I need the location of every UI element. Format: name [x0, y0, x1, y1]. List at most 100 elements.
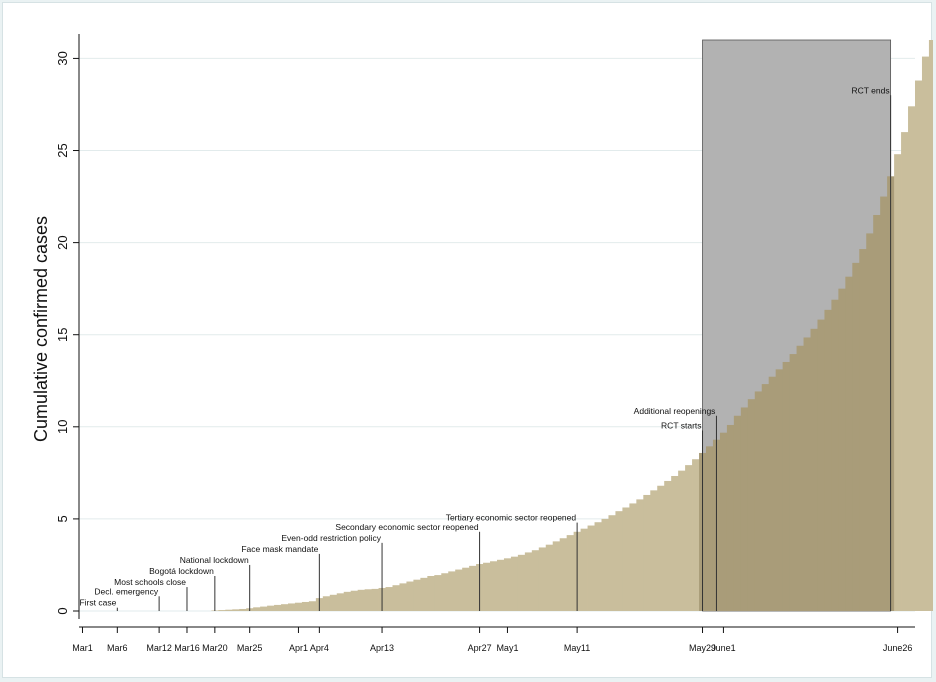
bar — [559, 538, 568, 611]
bar — [364, 589, 372, 611]
bar — [726, 424, 735, 611]
bar — [740, 407, 749, 611]
x-tick-label: Mar20 — [202, 643, 228, 653]
bar — [650, 490, 658, 611]
bar — [308, 601, 317, 611]
x-tick-label: May1 — [496, 643, 518, 653]
bar — [601, 518, 609, 611]
bar — [921, 56, 930, 612]
bar — [880, 196, 888, 611]
event-label: First case — [79, 598, 116, 608]
event-label: Most schools close — [114, 577, 186, 587]
bar — [225, 609, 233, 611]
bar — [594, 522, 602, 611]
bar — [552, 541, 561, 611]
bar — [329, 594, 338, 611]
bar — [441, 573, 449, 611]
bar — [483, 562, 491, 611]
bar — [385, 587, 393, 611]
bar — [587, 525, 595, 611]
y-tick-label: 20 — [55, 235, 70, 249]
event-label: Secondary economic sector reopened — [335, 522, 478, 532]
bar — [427, 576, 435, 611]
y-tick-label: 15 — [55, 327, 70, 341]
bar — [782, 361, 790, 611]
bar — [747, 399, 756, 611]
bar — [622, 507, 630, 611]
x-tick-label: Mar16 — [174, 643, 200, 653]
bar — [671, 475, 679, 611]
bar — [531, 550, 540, 611]
bar — [371, 588, 379, 611]
bar — [294, 602, 303, 611]
bar — [392, 585, 400, 611]
bars — [211, 40, 933, 612]
bar — [434, 575, 442, 611]
bar — [768, 376, 777, 611]
bar — [754, 391, 763, 611]
bar — [719, 432, 728, 611]
bar — [894, 154, 902, 611]
bar — [336, 593, 345, 611]
bar — [517, 554, 526, 611]
bar — [469, 565, 477, 611]
x-tick-label: May11 — [564, 643, 590, 653]
event-label: Decl. emergency — [94, 586, 159, 596]
x-tick-label: May29 — [689, 643, 716, 653]
bar — [288, 603, 296, 611]
event-label: Face mask mandate — [241, 544, 318, 554]
bar — [406, 581, 414, 611]
bar — [733, 415, 742, 611]
bar — [636, 499, 644, 611]
bar — [232, 609, 240, 611]
bar — [615, 511, 623, 611]
bar — [845, 276, 853, 611]
event-label: Additional reopenings — [634, 406, 716, 416]
bar — [524, 552, 533, 611]
bar — [831, 299, 839, 611]
bar — [239, 608, 247, 611]
bar — [253, 607, 261, 611]
event-label: Even-odd restriction policy — [281, 533, 381, 543]
bar — [664, 480, 672, 611]
bar — [928, 40, 933, 611]
bar — [497, 559, 505, 611]
bar — [448, 571, 456, 611]
bar — [281, 604, 289, 611]
bar — [775, 369, 784, 611]
bar — [399, 583, 407, 611]
bar — [838, 288, 846, 611]
x-tick-label: Mar25 — [237, 643, 263, 653]
y-tick-label: 30 — [55, 51, 70, 65]
x-tick-label: June26 — [883, 643, 913, 653]
event-label: Tertiary economic sector reopened — [446, 513, 577, 523]
bar — [580, 528, 588, 611]
bar — [873, 214, 881, 611]
event-label: RCT starts — [661, 420, 701, 430]
bar — [685, 465, 693, 611]
bar — [274, 604, 282, 611]
bar — [803, 337, 811, 611]
bar — [817, 319, 825, 611]
bar — [413, 579, 421, 611]
bar — [761, 384, 770, 611]
axes: 0 5 10 15 20 25 30 Mar1 Mar6 Mar12 Mar16 Mar20 Mar25… — [55, 34, 915, 653]
bar — [301, 601, 310, 611]
bar — [350, 590, 359, 611]
y-axis-title: Cumulative confirmed cases — [31, 216, 51, 442]
bar — [824, 309, 832, 611]
bar — [692, 459, 700, 611]
bar — [357, 589, 366, 611]
bar — [566, 535, 575, 611]
event-label: Bogotá lockdown — [149, 566, 214, 576]
bar — [510, 556, 519, 611]
x-tick-label: Mar12 — [146, 643, 172, 653]
y-tick-label: 0 — [55, 607, 70, 614]
x-tick-label: Apr1 — [289, 643, 308, 653]
bar — [260, 606, 268, 611]
bar — [629, 503, 637, 611]
y-tick-label: 5 — [55, 515, 70, 522]
y-tick-label: 10 — [55, 420, 70, 434]
